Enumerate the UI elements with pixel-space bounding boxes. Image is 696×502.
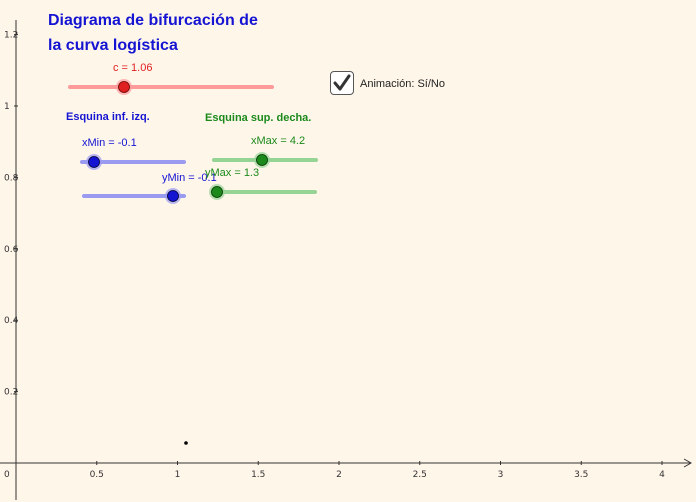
animation-checkbox[interactable] (330, 71, 354, 95)
x-tick-label: 0 (4, 470, 10, 480)
lower-left-heading: Esquina inf. izq. (66, 111, 150, 123)
slider-ymin-label: yMin = -0.1 (162, 172, 217, 184)
title-line-1: Diagrama de bifurcación de (48, 12, 258, 29)
x-tick-label: 2.5 (413, 470, 427, 480)
slider-ymin[interactable] (82, 188, 186, 204)
slider-xmin-label: xMin = -0.1 (82, 137, 137, 149)
x-tick-label: 3 (498, 470, 504, 480)
x-tick-label: 4 (659, 470, 665, 480)
x-tick-label: 3.5 (574, 470, 588, 480)
slider-xmin[interactable] (80, 154, 186, 170)
x-axis-arrow (683, 458, 693, 468)
slider-xmax[interactable] (212, 152, 318, 168)
y-tick-label: 0.8 (4, 173, 19, 183)
animation-label: Animación: Sí/No (360, 78, 445, 90)
page-title: Diagrama de bifurcación de la curva logí… (48, 8, 258, 58)
y-axis-ticks: 0.2 0.4 0.6 0.8 1 1.2 (4, 31, 19, 398)
slider-xmax-knob[interactable] (256, 154, 268, 166)
x-axis-ticks: 0 0.5 1 1.5 2 2.5 3 3.5 4 (4, 461, 665, 480)
slider-ymax[interactable] (209, 184, 317, 200)
check-icon (333, 74, 351, 91)
slider-ymin-knob[interactable] (167, 190, 179, 202)
slider-xmin-knob[interactable] (88, 156, 100, 168)
slider-c-knob[interactable] (118, 81, 130, 93)
slider-ymax-knob[interactable] (211, 186, 223, 198)
y-tick-label: 0.6 (4, 245, 19, 255)
slider-ymax-label: yMax = 1.3 (205, 167, 260, 179)
x-tick-label: 2 (336, 470, 342, 480)
y-tick-label: 1.2 (4, 31, 18, 41)
slider-c-label: c = 1.06 (113, 62, 153, 74)
slider-c[interactable] (68, 79, 274, 95)
upper-right-heading: Esquina sup. decha. (205, 112, 312, 124)
y-tick-label: 0.2 (4, 388, 18, 398)
title-line-2: la curva logística (48, 37, 178, 54)
x-tick-label: 0.5 (90, 470, 104, 480)
x-tick-label: 1 (175, 470, 181, 480)
slider-xmax-label: xMax = 4.2 (251, 135, 306, 147)
bifurcation-point (184, 441, 188, 445)
y-tick-label: 1 (4, 102, 10, 112)
x-tick-label: 1.5 (251, 470, 265, 480)
y-tick-label: 0.4 (4, 316, 19, 326)
